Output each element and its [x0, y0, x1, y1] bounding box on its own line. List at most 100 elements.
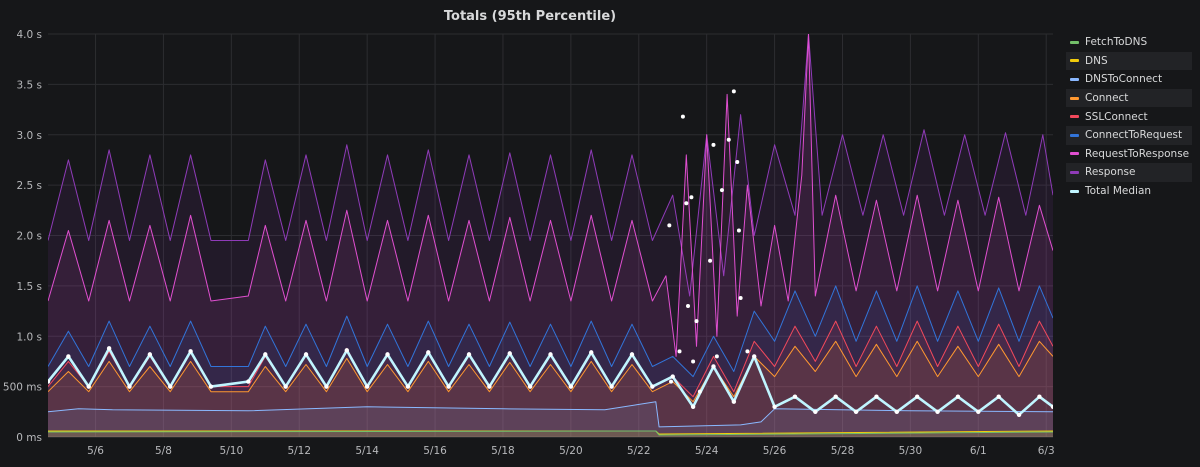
legend-item[interactable]: Response — [1066, 163, 1192, 182]
series-line-fetchtodns — [48, 430, 1053, 436]
x-tick-label: 6/1 — [970, 445, 987, 457]
median-point — [188, 349, 193, 354]
median-point — [1016, 412, 1022, 418]
y-tick-label: 2.5 s — [16, 180, 42, 192]
x-tick-label: 5/24 — [695, 445, 719, 457]
legend-item[interactable]: Total Median — [1066, 182, 1192, 201]
outlier-point — [714, 354, 719, 359]
median-point — [106, 346, 112, 351]
legend-swatch — [1070, 59, 1079, 63]
legend-item[interactable]: Connect — [1066, 88, 1192, 108]
outlier-point — [738, 295, 743, 300]
outlier-point — [689, 195, 694, 200]
median-point — [670, 374, 675, 379]
median-point — [833, 394, 838, 399]
median-point — [1037, 394, 1042, 399]
median-point — [208, 384, 214, 389]
series-area-requesttoresponse — [48, 34, 1053, 437]
median-point — [792, 394, 798, 399]
legend: FetchToDNS DNS DNSToConnect Connect SSLConne… — [1066, 33, 1192, 200]
outlier-point — [680, 114, 685, 119]
series-area-dns — [48, 431, 1053, 437]
outlier-point — [719, 188, 724, 193]
x-tick-label: 5/8 — [155, 445, 172, 457]
data-gap — [218, 341, 242, 396]
x-tick-label: 5/30 — [899, 445, 923, 457]
median-point — [66, 354, 71, 359]
outlier-point — [684, 201, 689, 206]
legend-swatch — [1070, 77, 1079, 81]
legend-item[interactable]: DNSToConnect — [1066, 70, 1192, 89]
series-area-fetchtodns — [48, 431, 1053, 437]
outlier-point — [691, 359, 696, 364]
series-area-dnstoconnect — [48, 401, 1053, 437]
x-tick-label: 6/3 — [1038, 445, 1055, 457]
x-tick-label: 5/14 — [355, 445, 379, 457]
median-point — [914, 394, 920, 399]
outlier-point — [736, 228, 741, 233]
series-line-response — [48, 34, 1053, 297]
median-point — [731, 399, 737, 404]
plot-area — [48, 34, 1053, 437]
x-tick-label: 5/10 — [220, 445, 244, 457]
median-point — [894, 409, 900, 415]
legend-label: Connect — [1085, 92, 1129, 105]
median-point — [690, 404, 696, 409]
series-line-connect — [48, 340, 1053, 403]
legend-item[interactable]: DNS — [1066, 51, 1192, 71]
legend-item[interactable]: FetchToDNS — [1066, 33, 1192, 52]
median-point — [446, 384, 451, 389]
outlier-point — [697, 389, 702, 394]
median-point — [1050, 404, 1053, 409]
x-tick-label: 5/6 — [87, 445, 104, 457]
median-point — [548, 352, 553, 357]
legend-swatch — [1070, 40, 1079, 44]
x-tick-label: 5/12 — [287, 445, 311, 457]
x-tick-label: 5/16 — [423, 445, 447, 457]
legend-label: FetchToDNS — [1085, 36, 1148, 49]
median-point — [568, 384, 574, 389]
x-tick-label: 5/20 — [559, 445, 583, 457]
legend-label: SSLConnect — [1085, 110, 1148, 123]
median-point — [589, 350, 594, 355]
legend-item[interactable]: SSLConnect — [1066, 107, 1192, 126]
outlier-point — [708, 258, 713, 263]
median-point — [246, 379, 251, 384]
median-point — [752, 354, 757, 359]
legend-label: DNS — [1085, 54, 1108, 67]
outlier-point — [667, 223, 672, 228]
median-point — [324, 384, 329, 389]
median-point — [385, 352, 390, 357]
series-line-dnstoconnect — [48, 401, 1053, 428]
legend-swatch — [1070, 152, 1079, 156]
x-tick-label: 5/22 — [627, 445, 651, 457]
outlier-point — [711, 142, 716, 147]
x-tick-label: 5/28 — [831, 445, 855, 457]
median-point — [650, 384, 655, 389]
legend-label: RequestToResponse — [1085, 147, 1190, 160]
median-point — [426, 350, 431, 355]
median-point — [147, 352, 153, 357]
median-point — [772, 404, 777, 409]
y-tick-label: 1.0 s — [16, 331, 42, 343]
y-tick-label: 500 ms — [3, 382, 42, 394]
series-area-response — [48, 34, 1053, 437]
median-point — [487, 384, 492, 389]
series-line-total-median — [48, 347, 1053, 417]
outlier-point — [694, 319, 699, 324]
legend-swatch — [1070, 170, 1079, 174]
median-point — [955, 394, 961, 399]
median-point — [996, 394, 1001, 399]
legend-swatch — [1070, 96, 1079, 100]
outlier-point — [677, 349, 682, 354]
median-point — [86, 384, 91, 389]
legend-item[interactable]: RequestToResponse — [1066, 145, 1192, 164]
outlier-point — [745, 349, 750, 354]
median-point — [405, 384, 411, 389]
legend-label: Response — [1085, 166, 1136, 179]
median-point — [813, 409, 818, 415]
median-point — [711, 364, 716, 369]
median-point — [609, 384, 614, 389]
legend-item[interactable]: ConnectToRequest — [1066, 125, 1192, 145]
chart-plot[interactable]: 0 ms 500 ms 1.0 s 1.5 s 2.0 s 2.5 s 3.0 s 3.5 s… — [0, 0, 1060, 467]
